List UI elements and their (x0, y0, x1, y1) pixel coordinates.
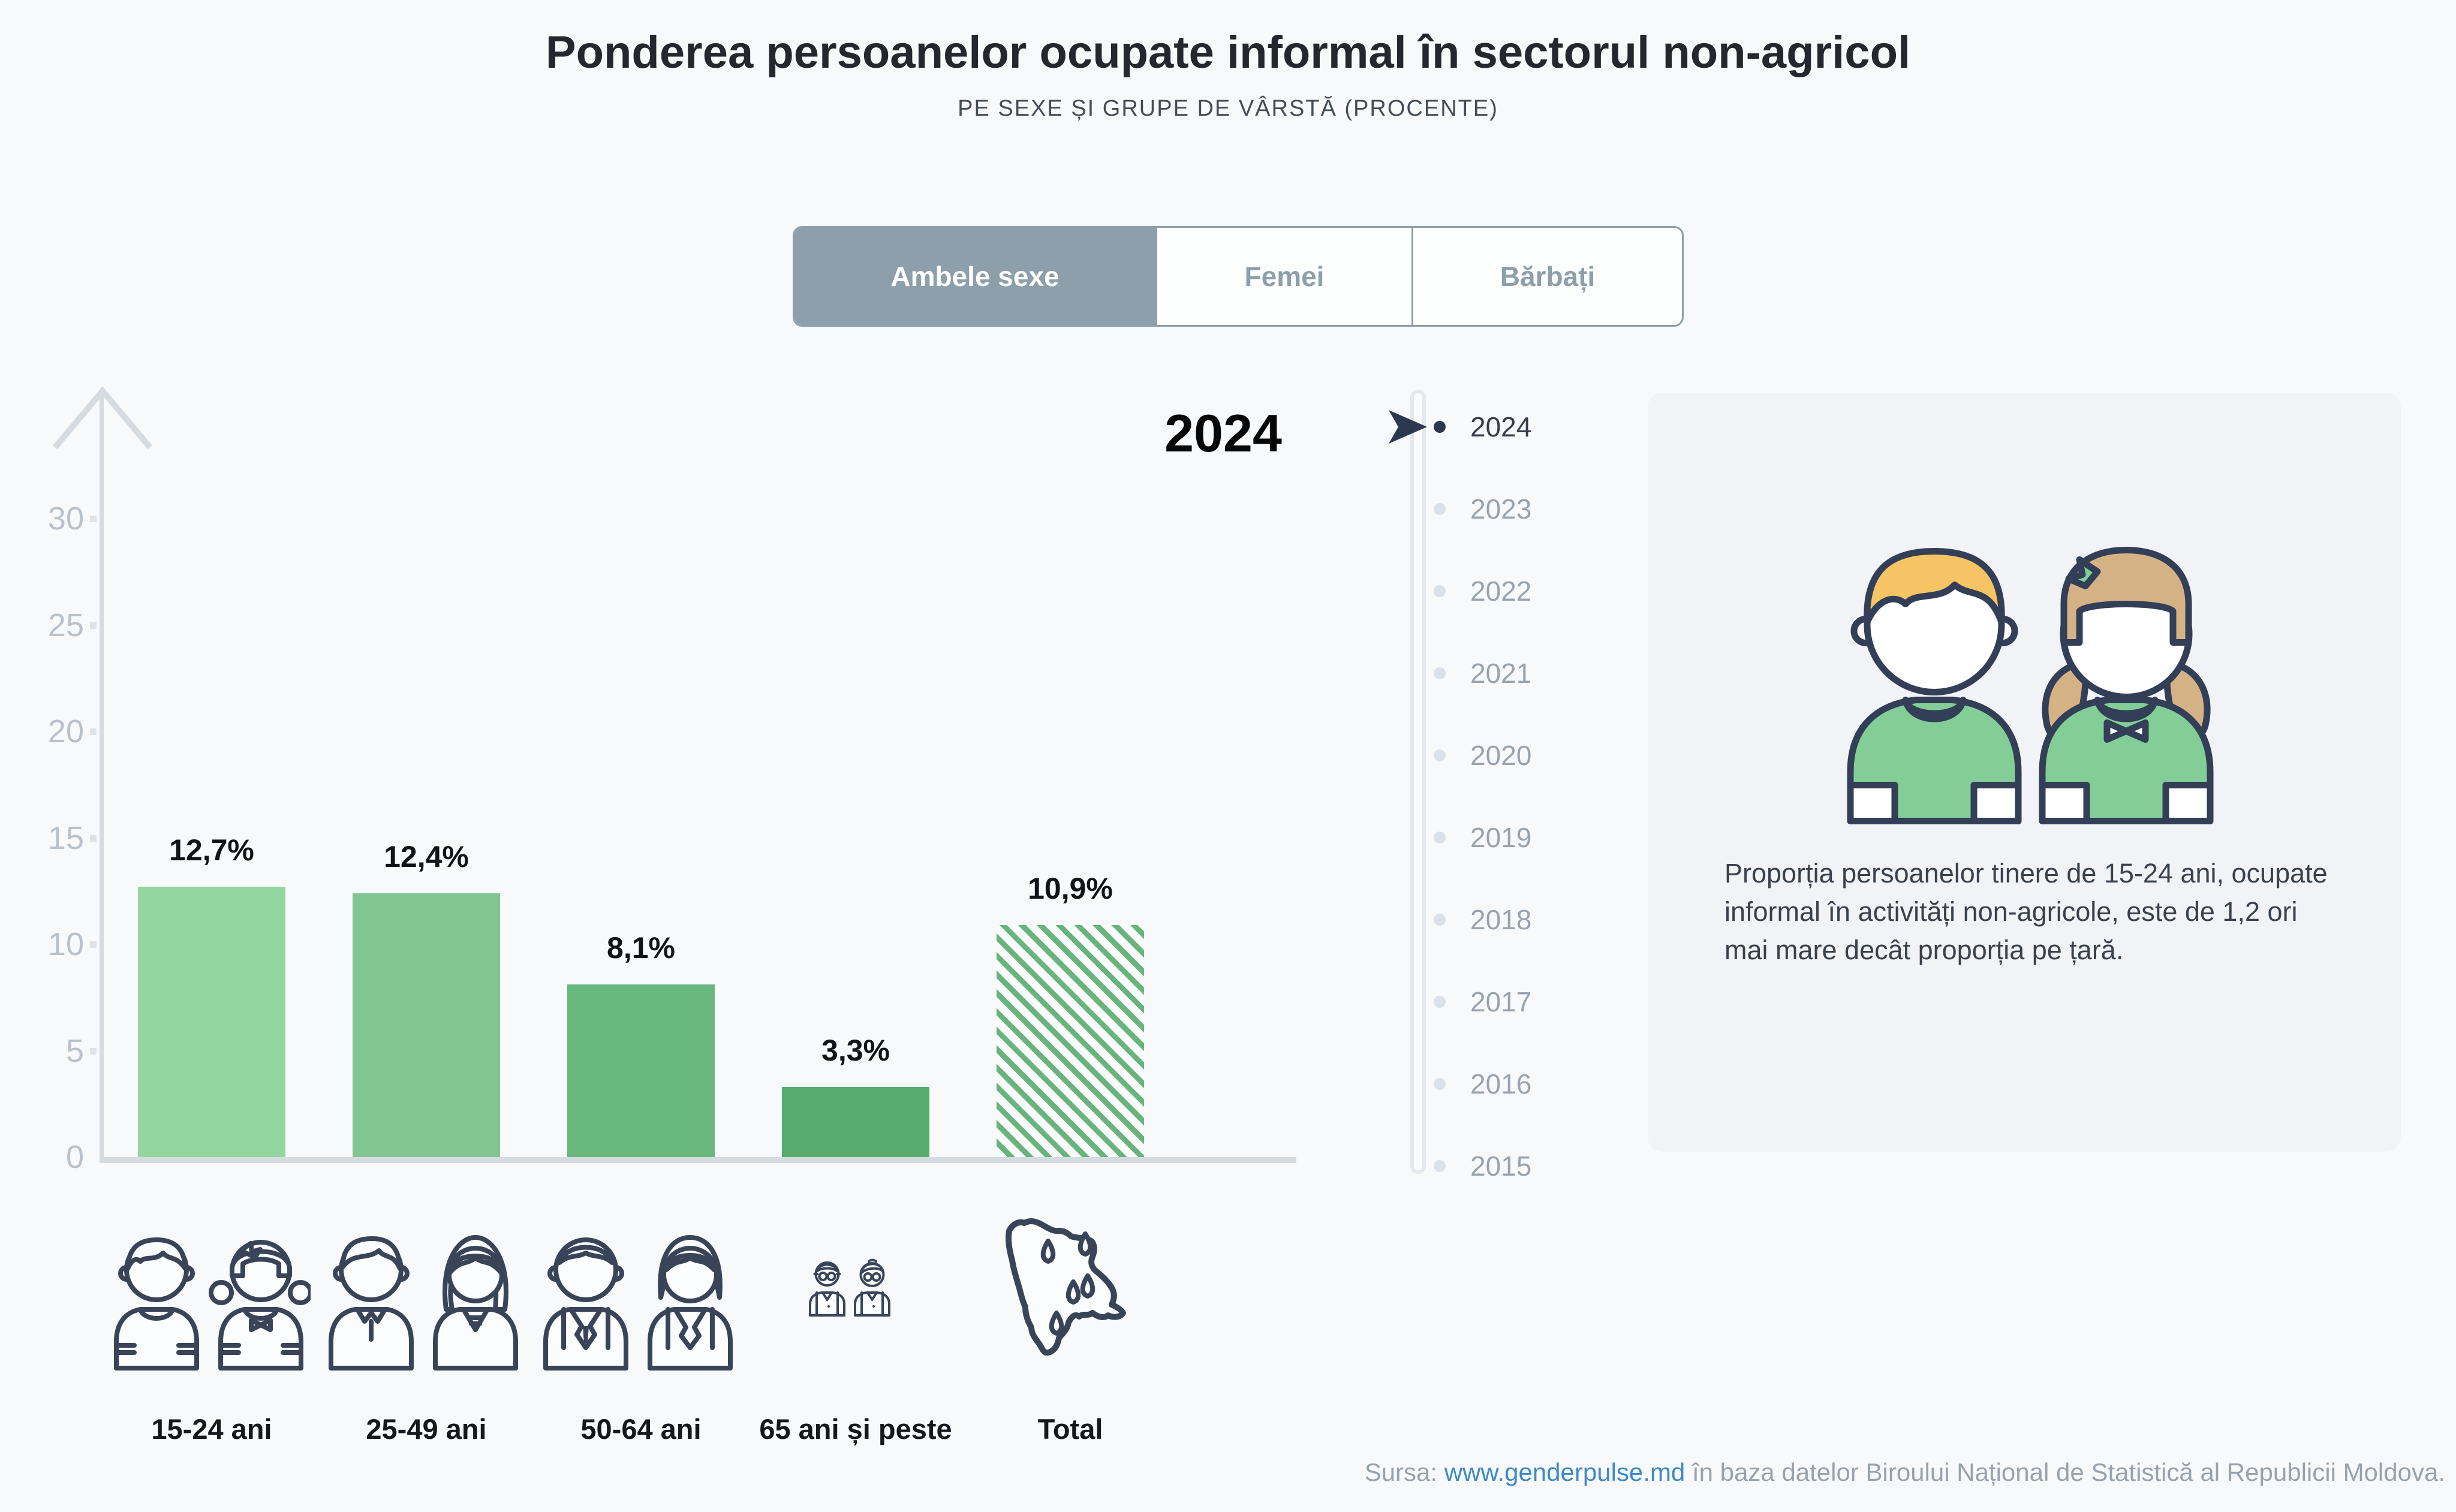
value-label-total: 10,9% (1028, 872, 1113, 905)
y-tick-label-30: 30 (47, 501, 84, 537)
y-tick-label-5: 5 (65, 1032, 84, 1069)
source-prefix: Sursa: (1364, 1458, 1444, 1486)
mature-pair-icon (543, 1235, 733, 1371)
timeline-dot-2018[interactable] (1434, 914, 1446, 926)
timeline-dot-2019[interactable] (1434, 832, 1446, 844)
page-title: Ponderea persoanelor ocupate informal în… (545, 27, 1911, 78)
y-tick-mark-25 (90, 622, 97, 629)
y-tick-label-10: 10 (47, 926, 84, 962)
tab-femei[interactable]: Femei (1157, 228, 1413, 325)
selected-year-display: 2024 (1164, 403, 1282, 463)
moldova-map-icon (1005, 1218, 1126, 1356)
bar-25-49-ani[interactable] (353, 893, 500, 1157)
y-tick-mark-5 (90, 1047, 97, 1055)
info-card-text: Proporția persoanelor tinere de 15-24 an… (1724, 858, 2328, 965)
timeline-dot-2017[interactable] (1434, 996, 1446, 1008)
timeline-year-2022[interactable]: 2022 (1470, 576, 1532, 607)
y-tick-mark-20 (90, 728, 97, 735)
elderly-pair-icon (809, 1258, 890, 1317)
timeline-year-2017[interactable]: 2017 (1470, 986, 1532, 1017)
adult-pair-icon (329, 1235, 518, 1371)
bar-15-24-ani[interactable] (138, 887, 285, 1157)
timeline-dot-2022[interactable] (1434, 585, 1446, 597)
tab-bărbați[interactable]: Bărbați (1500, 261, 1596, 292)
source-link[interactable]: www.genderpulse.md (1444, 1458, 1686, 1486)
value-label-50-64-ani: 8,1% (607, 931, 675, 965)
bar-50-64-ani[interactable] (567, 984, 715, 1157)
timeline-year-2019[interactable]: 2019 (1470, 822, 1532, 853)
y-tick-label-0: 0 (65, 1139, 84, 1175)
y-axis-line (100, 391, 104, 1160)
bar-total[interactable] (997, 925, 1144, 1157)
timeline-year-2021[interactable]: 2021 (1470, 658, 1532, 689)
bar-65-ani-și-peste[interactable] (782, 1087, 929, 1157)
value-label-25-49-ani: 12,4% (384, 840, 469, 874)
timeline-selected-arrow-icon (1387, 409, 1431, 445)
y-tick-mark-30 (90, 516, 97, 522)
timeline-dot-2016[interactable] (1434, 1078, 1446, 1090)
y-tick-mark-15 (90, 835, 97, 842)
x-axis-line (100, 1157, 1296, 1163)
timeline-dot-2015[interactable] (1434, 1160, 1446, 1172)
timeline-dot-2023[interactable] (1434, 503, 1446, 515)
timeline-year-2020[interactable]: 2020 (1470, 740, 1532, 771)
timeline-dot-2020[interactable] (1434, 749, 1446, 761)
y-tick-label-25: 25 (47, 607, 84, 643)
info-card: Proporția persoanelor tinere de 15-24 an… (1648, 393, 2401, 1152)
timeline-year-2015[interactable]: 2015 (1470, 1150, 1532, 1182)
page-subtitle: PE SEXE ȘI GRUPE DE VÂRSTĂ (PROCENTE) (958, 96, 1498, 121)
tab-ambele-sexe[interactable]: Ambele sexe (794, 228, 1157, 325)
category-label-15-24: 15-24 ani (151, 1413, 272, 1445)
y-tick-mark-10 (90, 941, 97, 948)
timeline-year-2023[interactable]: 2023 (1470, 493, 1532, 525)
sex-filter-tabs: Ambele sexe Femei Bărbați (793, 226, 1684, 327)
timeline-year-2016[interactable]: 2016 (1470, 1068, 1532, 1100)
value-label-65-ani-și-peste: 3,3% (821, 1034, 890, 1067)
boy-and-girl-illustration (1847, 547, 2214, 824)
y-tick-label-20: 20 (47, 713, 84, 749)
value-label-15-24-ani: 12,7% (169, 833, 254, 867)
category-label-50-64: 50-64 ani (580, 1413, 702, 1445)
year-timeline-track[interactable] (1410, 390, 1426, 1174)
category-label-total: Total (1037, 1413, 1103, 1445)
timeline-dot-2024[interactable] (1434, 421, 1446, 433)
young-pair-icon (114, 1237, 311, 1371)
y-tick-label-15: 15 (47, 820, 84, 856)
source-line: Sursa: www.genderpulse.md în baza datelo… (1365, 1458, 2445, 1487)
category-label-65plus: 65 ani și peste (759, 1413, 952, 1445)
timeline-dot-2021[interactable] (1434, 667, 1446, 679)
timeline-year-2018[interactable]: 2018 (1470, 904, 1532, 935)
category-label-25-49: 25-49 ani (366, 1413, 487, 1445)
timeline-year-2024[interactable]: 2024 (1470, 411, 1532, 442)
source-suffix: în baza datelor Biroului Național de Sta… (1685, 1458, 2445, 1486)
